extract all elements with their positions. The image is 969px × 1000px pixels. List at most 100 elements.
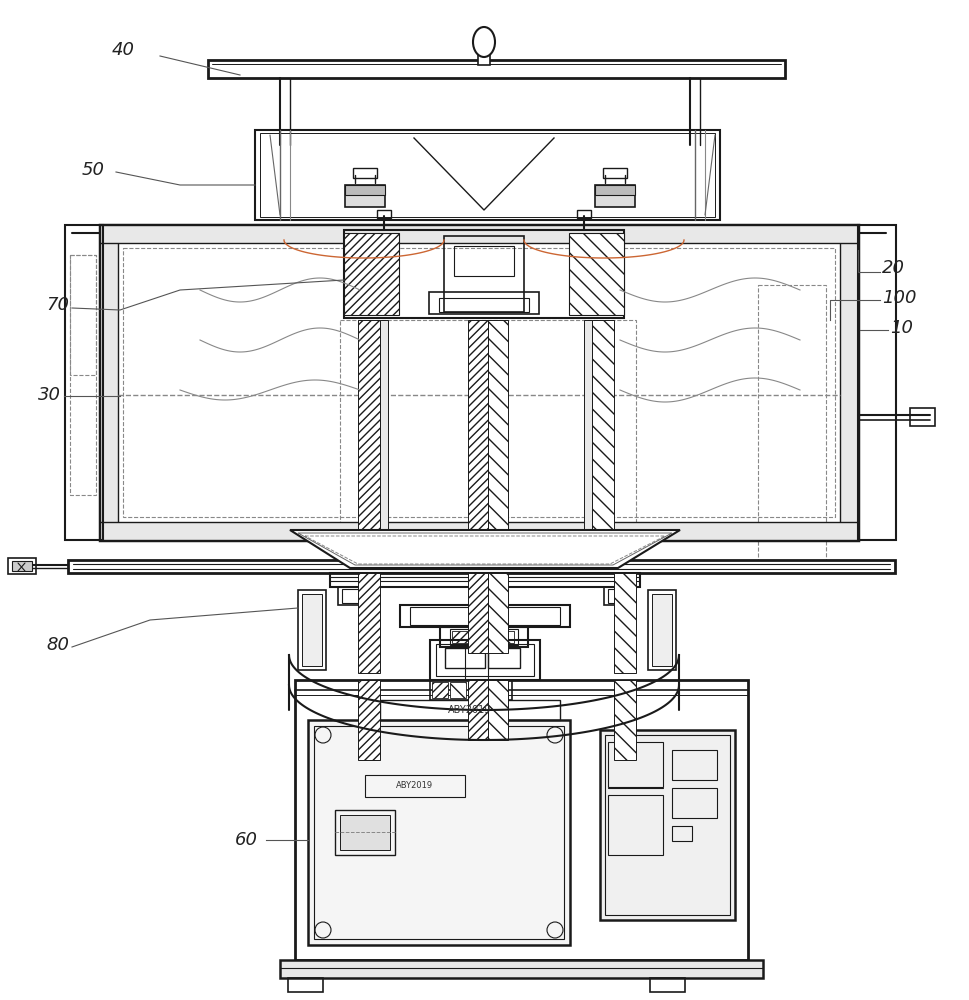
Bar: [672, 750, 717, 780]
Bar: [652, 594, 672, 666]
Bar: [255, 130, 720, 220]
Text: 80: 80: [46, 636, 69, 654]
Polygon shape: [290, 530, 680, 568]
Bar: [280, 960, 763, 978]
Bar: [445, 648, 485, 668]
Bar: [400, 605, 570, 627]
Bar: [295, 680, 748, 960]
Bar: [335, 810, 395, 855]
Bar: [488, 648, 520, 668]
Bar: [12, 561, 32, 571]
Bar: [358, 680, 380, 760]
Bar: [288, 978, 323, 992]
Bar: [450, 629, 518, 645]
Bar: [474, 682, 490, 698]
Bar: [592, 320, 614, 530]
Bar: [208, 60, 785, 78]
Bar: [377, 210, 391, 218]
Bar: [569, 233, 624, 315]
Bar: [260, 133, 715, 217]
Text: 70: 70: [46, 296, 69, 314]
Bar: [365, 775, 465, 797]
Bar: [584, 320, 592, 530]
Text: 100: 100: [882, 289, 917, 307]
Bar: [8, 558, 36, 574]
Bar: [910, 408, 935, 426]
Text: 30: 30: [38, 386, 61, 404]
Bar: [345, 185, 385, 207]
Bar: [603, 168, 627, 178]
Bar: [672, 788, 717, 818]
Bar: [488, 573, 508, 653]
Text: 60: 60: [235, 831, 258, 849]
Bar: [429, 292, 539, 314]
Bar: [468, 680, 488, 740]
Bar: [345, 185, 385, 195]
Bar: [358, 320, 380, 530]
Bar: [439, 298, 529, 312]
Text: 20: 20: [882, 259, 905, 277]
Bar: [430, 680, 470, 700]
Bar: [608, 589, 628, 603]
Bar: [614, 680, 636, 760]
Bar: [338, 587, 366, 605]
Bar: [492, 682, 508, 698]
Bar: [454, 246, 514, 276]
Bar: [410, 607, 560, 625]
Bar: [450, 682, 466, 698]
Bar: [608, 795, 663, 855]
Text: 50: 50: [82, 161, 105, 179]
Bar: [340, 320, 636, 530]
Bar: [484, 631, 514, 643]
Bar: [100, 225, 858, 540]
Bar: [65, 225, 103, 540]
Bar: [605, 735, 730, 915]
Bar: [302, 594, 322, 666]
Bar: [430, 640, 540, 680]
Bar: [472, 680, 512, 700]
Bar: [344, 230, 624, 318]
Bar: [600, 730, 735, 920]
Bar: [340, 815, 390, 850]
Bar: [123, 248, 835, 517]
Bar: [342, 589, 362, 603]
Bar: [100, 225, 118, 540]
Bar: [358, 573, 380, 673]
Text: ABY2019: ABY2019: [396, 782, 433, 790]
Bar: [70, 255, 96, 375]
Bar: [604, 587, 632, 605]
Text: ABY2019: ABY2019: [449, 705, 491, 715]
Bar: [478, 55, 490, 65]
Bar: [648, 590, 676, 670]
Bar: [314, 726, 564, 939]
Bar: [436, 644, 534, 676]
Bar: [468, 573, 488, 653]
Bar: [70, 255, 96, 495]
Text: 40: 40: [112, 41, 135, 59]
Bar: [353, 168, 377, 178]
Bar: [672, 826, 692, 841]
Bar: [595, 185, 635, 207]
Bar: [432, 682, 448, 698]
Bar: [68, 560, 895, 573]
Bar: [380, 320, 388, 530]
Bar: [650, 978, 685, 992]
Bar: [468, 320, 488, 530]
Bar: [488, 680, 508, 740]
Bar: [608, 742, 663, 787]
Bar: [858, 225, 896, 540]
Bar: [298, 590, 326, 670]
Bar: [100, 522, 858, 540]
Bar: [380, 700, 560, 720]
Bar: [330, 573, 640, 587]
Ellipse shape: [473, 27, 495, 57]
Bar: [488, 320, 508, 530]
Bar: [614, 573, 636, 673]
Bar: [577, 210, 591, 218]
Bar: [344, 233, 399, 315]
Bar: [595, 185, 635, 195]
Bar: [840, 225, 858, 540]
Bar: [444, 236, 524, 312]
Bar: [452, 631, 482, 643]
Bar: [100, 225, 858, 243]
